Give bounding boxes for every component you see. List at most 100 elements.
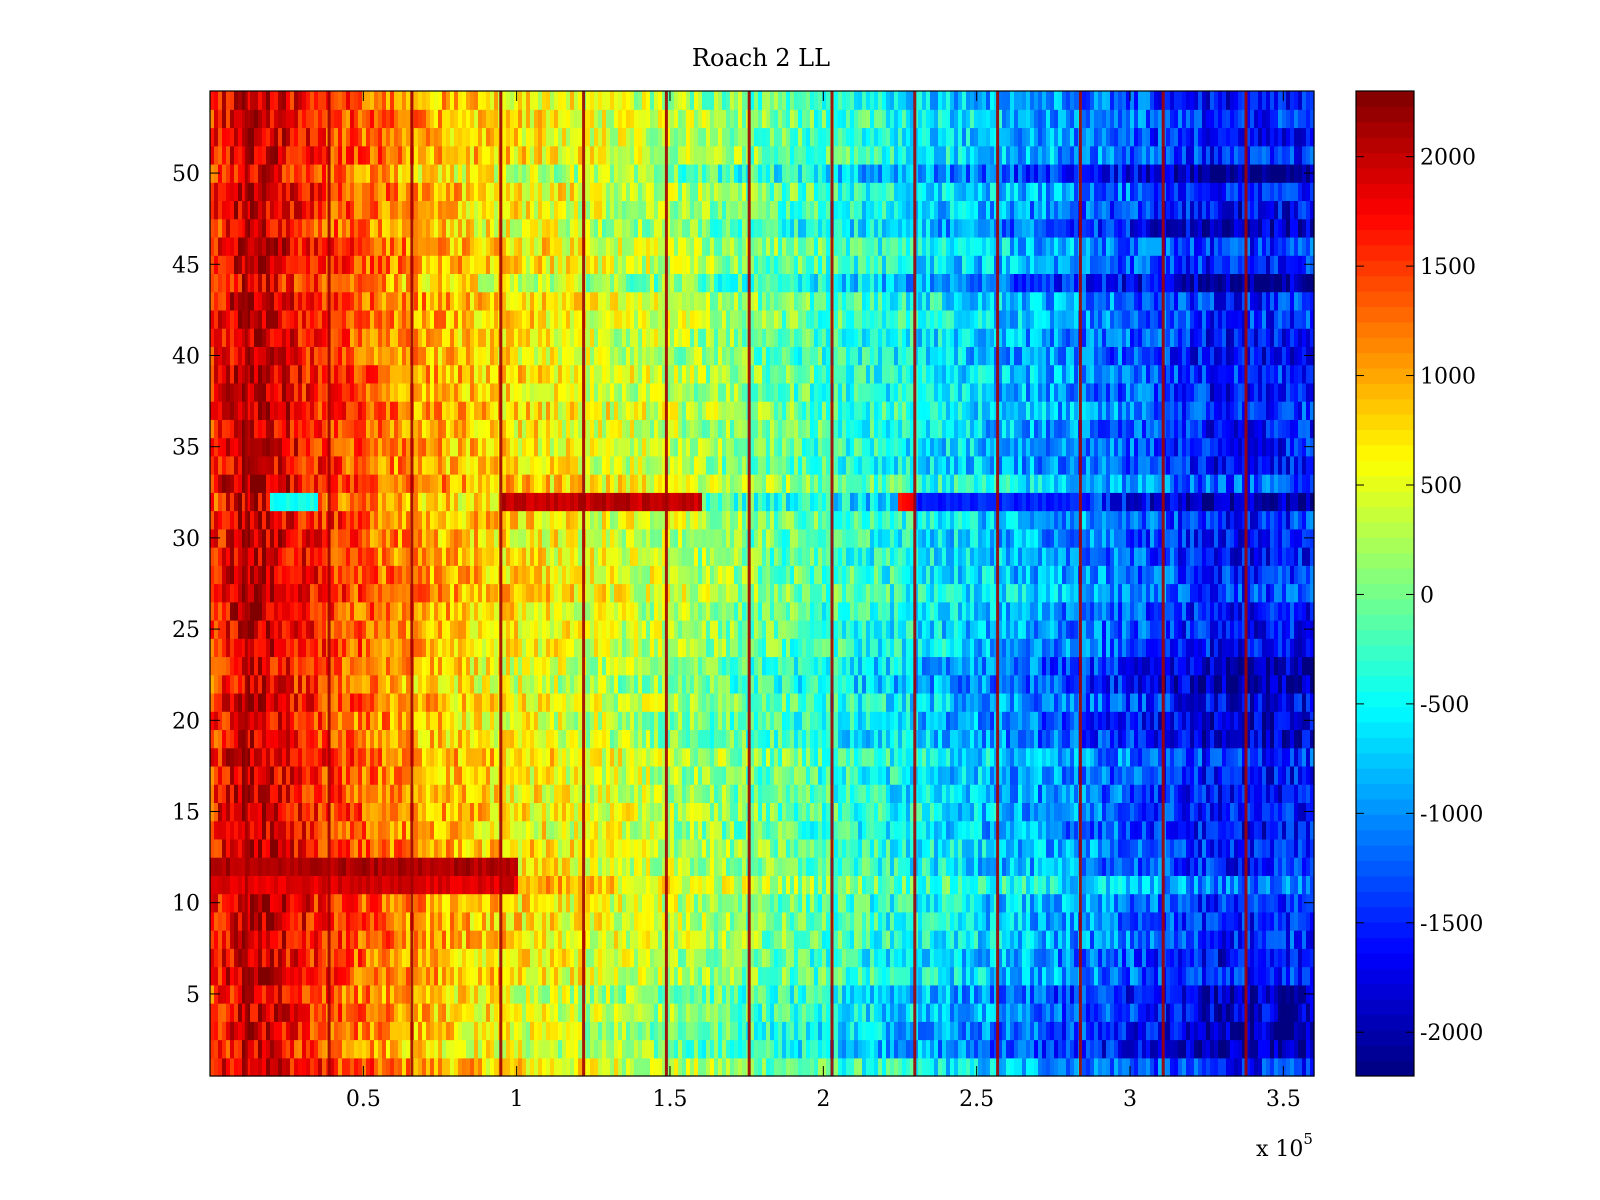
heatmap-cell — [566, 765, 571, 785]
heatmap-cell — [310, 1021, 315, 1041]
heatmap-cell — [918, 948, 923, 968]
heatmap-cell — [678, 1003, 683, 1022]
heatmap-cell — [714, 1057, 719, 1077]
heatmap-cell — [834, 984, 839, 1004]
heatmap-cell — [1258, 930, 1263, 949]
heatmap-cell — [1182, 802, 1187, 822]
heatmap-cell — [1002, 765, 1007, 785]
heatmap-cell — [730, 1039, 735, 1059]
heatmap-cell — [854, 1003, 859, 1022]
heatmap-cell — [546, 820, 551, 840]
heatmap-cell — [554, 1003, 559, 1022]
heatmap-cell — [790, 1039, 795, 1059]
heatmap-cell — [794, 948, 799, 968]
heatmap-cell — [238, 966, 243, 986]
heatmap-cell — [1238, 893, 1243, 913]
heatmap-cell — [538, 784, 543, 803]
heatmap-cell — [706, 784, 711, 803]
heatmap-cell — [314, 747, 319, 767]
heatmap-cell — [1174, 930, 1179, 949]
heatmap-cell — [542, 875, 547, 895]
heatmap-cell — [1298, 857, 1303, 876]
heatmap-cell — [218, 747, 223, 767]
heatmap-cell — [1118, 1039, 1123, 1059]
heatmap-cell — [390, 875, 395, 895]
heatmap-cell — [534, 1039, 539, 1059]
heatmap-cell — [450, 911, 455, 931]
heatmap-cell — [1234, 948, 1239, 968]
heatmap-cell — [1154, 1003, 1159, 1022]
heatmap-cell — [554, 838, 559, 858]
heatmap-cell — [1138, 1003, 1143, 1022]
heatmap-cell — [1286, 893, 1291, 913]
heatmap-cell — [1002, 784, 1007, 803]
heatmap-cell — [614, 911, 619, 931]
heatmap-cell — [946, 911, 951, 931]
heatmap-cell — [770, 747, 775, 767]
heatmap-cell — [470, 875, 475, 895]
heatmap-cell — [846, 857, 851, 876]
heatmap-cell — [458, 1039, 463, 1059]
heatmap-cell — [750, 1021, 755, 1041]
heatmap-cell — [338, 893, 343, 913]
heatmap-cell — [1222, 948, 1227, 968]
heatmap-cell — [750, 930, 755, 949]
heatmap-cell — [490, 1021, 495, 1041]
heatmap-cell — [570, 948, 575, 968]
heatmap-cell — [806, 838, 811, 858]
heatmap-cell — [626, 948, 631, 968]
heatmap-cell — [562, 857, 567, 876]
heatmap-cell — [554, 747, 559, 767]
heatmap-cell — [394, 1003, 399, 1022]
heatmap-cell — [1174, 948, 1179, 968]
heatmap-cell — [926, 857, 931, 876]
heatmap-cell — [958, 1021, 963, 1041]
heatmap-cell — [1006, 1057, 1011, 1077]
heatmap-cell — [354, 1057, 359, 1077]
heatmap-cell — [1150, 1039, 1155, 1059]
heatmap-cell — [874, 911, 879, 931]
heatmap-cell — [1270, 893, 1275, 913]
heatmap-cell — [318, 875, 323, 895]
heatmap-cell — [266, 911, 271, 931]
heatmap-cell — [470, 930, 475, 949]
heatmap-cell — [274, 911, 279, 931]
heatmap-cell — [590, 1003, 595, 1022]
heatmap-cell — [542, 747, 547, 767]
heatmap-cell — [1254, 930, 1259, 949]
heatmap-cell — [634, 911, 639, 931]
heatmap-cell — [670, 984, 675, 1004]
heatmap-cell — [646, 820, 651, 840]
heatmap-cell — [210, 1021, 215, 1041]
heatmap-cell — [714, 857, 719, 876]
heatmap-cell — [1022, 820, 1027, 840]
heatmap-cell — [1210, 747, 1215, 767]
heatmap-cell — [642, 911, 647, 931]
heatmap-cell — [1226, 930, 1231, 949]
heatmap-cell — [570, 765, 575, 785]
heatmap-cell — [778, 930, 783, 949]
heatmap-cell — [570, 784, 575, 803]
heatmap-cell — [470, 820, 475, 840]
heatmap-cell — [798, 820, 803, 840]
heatmap-cell — [1198, 1039, 1203, 1059]
heatmap-cell — [906, 838, 911, 858]
heatmap-cell — [1254, 966, 1259, 986]
heatmap-cell — [426, 802, 431, 822]
heatmap-cell — [1194, 857, 1199, 876]
heatmap-cell — [1082, 948, 1087, 968]
heatmap-cell — [1182, 930, 1187, 949]
heatmap-cell — [1150, 802, 1155, 822]
heatmap-cell — [242, 911, 247, 931]
heatmap-cell — [990, 1021, 995, 1041]
heatmap-cell — [946, 1057, 951, 1077]
heatmap-cell — [990, 1039, 995, 1059]
heatmap-cell — [1274, 857, 1279, 876]
heatmap-cell — [558, 765, 563, 785]
heatmap-cell — [634, 747, 639, 767]
heatmap-cell — [1030, 1039, 1035, 1059]
heatmap-cell — [1118, 747, 1123, 767]
heatmap-cell — [1062, 984, 1067, 1004]
heatmap-cell — [1102, 893, 1107, 913]
heatmap-cell — [1082, 784, 1087, 803]
